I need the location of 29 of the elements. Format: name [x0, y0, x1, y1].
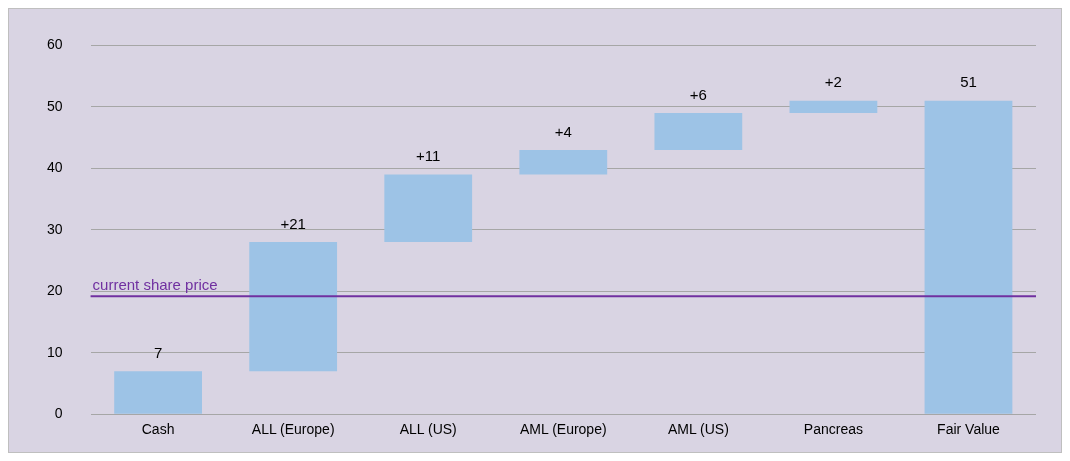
- bar: [384, 174, 473, 243]
- x-tick-label: ALL (Europe): [251, 421, 335, 438]
- y-tick-label: 50: [46, 97, 63, 114]
- data-label: +2: [824, 73, 842, 91]
- x-tick-label: AML (US): [667, 421, 729, 438]
- y-tick-label: 10: [46, 343, 63, 360]
- bar: [249, 242, 338, 372]
- y-tick-label: 0: [54, 405, 63, 422]
- x-tick-label: Cash: [141, 421, 175, 438]
- bar: [654, 113, 743, 150]
- bar: [519, 149, 608, 175]
- bar: [114, 371, 202, 414]
- data-label: 7: [153, 343, 163, 361]
- y-tick-label: 40: [46, 159, 63, 176]
- ref-line-label: current share price: [92, 275, 218, 293]
- data-label: +4: [554, 122, 572, 140]
- x-tick-label: AML (Europe): [519, 421, 607, 438]
- data-label: 51: [960, 73, 977, 91]
- data-label: +11: [416, 147, 441, 165]
- y-tick-label: 60: [46, 36, 63, 53]
- data-label: +6: [689, 85, 707, 103]
- x-tick-label: Pancreas: [803, 421, 863, 438]
- bar: [789, 100, 878, 114]
- x-tick-label: ALL (US): [399, 421, 457, 438]
- bar: [924, 100, 1013, 414]
- data-label: +21: [280, 214, 306, 232]
- y-tick-label: 30: [46, 220, 63, 237]
- x-tick-label: Fair Value: [937, 421, 1001, 438]
- y-tick-label: 20: [46, 282, 63, 299]
